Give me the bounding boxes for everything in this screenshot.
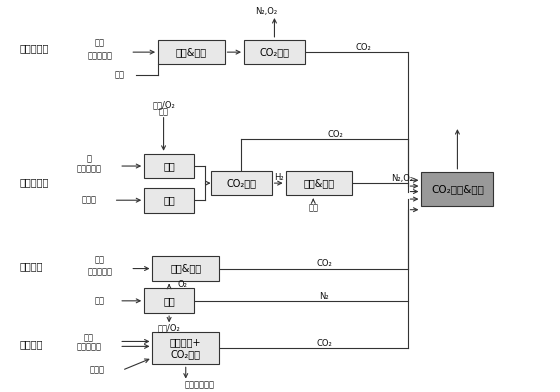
Text: N₂: N₂ <box>320 292 329 301</box>
Text: CO₂: CO₂ <box>328 131 343 140</box>
Text: 生物质燃料: 生物质燃料 <box>87 267 113 276</box>
Text: 转化: 转化 <box>163 195 175 205</box>
Text: 空气/O₂: 空气/O₂ <box>158 324 180 333</box>
Bar <box>144 289 194 313</box>
Text: 煤气: 煤气 <box>95 38 105 47</box>
Text: 生物质燃料: 生物质燃料 <box>76 165 101 174</box>
Text: 气化: 气化 <box>163 161 175 171</box>
Text: CO₂: CO₂ <box>316 260 332 269</box>
Text: 工艺过程: 工艺过程 <box>20 339 43 350</box>
Text: CO₂: CO₂ <box>355 43 371 52</box>
Bar <box>144 188 194 212</box>
Bar <box>152 256 219 281</box>
Text: CO₂分离: CO₂分离 <box>259 47 290 57</box>
Text: 空分: 空分 <box>163 296 175 306</box>
Text: 气、氢、钢铁: 气、氢、钢铁 <box>185 381 214 390</box>
Text: CO₂: CO₂ <box>316 339 332 348</box>
Text: 原材料: 原材料 <box>90 366 105 375</box>
Bar <box>286 171 352 196</box>
Text: 燃烧后捕集: 燃烧后捕集 <box>20 44 49 53</box>
Bar <box>211 171 272 196</box>
Bar <box>144 154 194 178</box>
Text: 电能&热能: 电能&热能 <box>304 178 334 188</box>
Text: 富氧燃烧: 富氧燃烧 <box>20 261 43 272</box>
Text: CO₂压缩&脱水: CO₂压缩&脱水 <box>431 184 484 194</box>
Text: 空气: 空气 <box>308 203 318 212</box>
Text: H₂: H₂ <box>274 173 283 182</box>
Text: 空气: 空气 <box>95 296 105 305</box>
Text: 生物质燃料: 生物质燃料 <box>76 342 101 351</box>
Text: CO₂分离: CO₂分离 <box>226 178 256 188</box>
Text: 蒸汽: 蒸汽 <box>158 108 169 117</box>
Text: 电能&热能: 电能&热能 <box>176 47 207 57</box>
Text: 气、油: 气、油 <box>81 196 96 205</box>
Bar <box>421 172 493 206</box>
Text: 空气: 空气 <box>114 71 124 80</box>
Text: 煤气: 煤气 <box>95 256 105 265</box>
Bar <box>158 40 225 64</box>
Text: 空气/O₂: 空气/O₂ <box>152 101 175 110</box>
Bar <box>244 40 305 64</box>
Text: 燃烧前捕集: 燃烧前捕集 <box>20 177 49 187</box>
Text: 生物质燃料: 生物质燃料 <box>87 51 113 60</box>
Bar <box>152 332 219 365</box>
Text: O₂: O₂ <box>178 280 187 289</box>
Text: 煤: 煤 <box>86 154 91 163</box>
Text: N₂,O₂: N₂,O₂ <box>255 7 277 16</box>
Text: 电能&热能: 电能&热能 <box>170 263 201 274</box>
Text: 工艺过程+
CO₂分离: 工艺过程+ CO₂分离 <box>170 337 202 359</box>
Text: 煤气: 煤气 <box>83 333 94 342</box>
Text: N₂,O₂: N₂,O₂ <box>391 174 413 183</box>
